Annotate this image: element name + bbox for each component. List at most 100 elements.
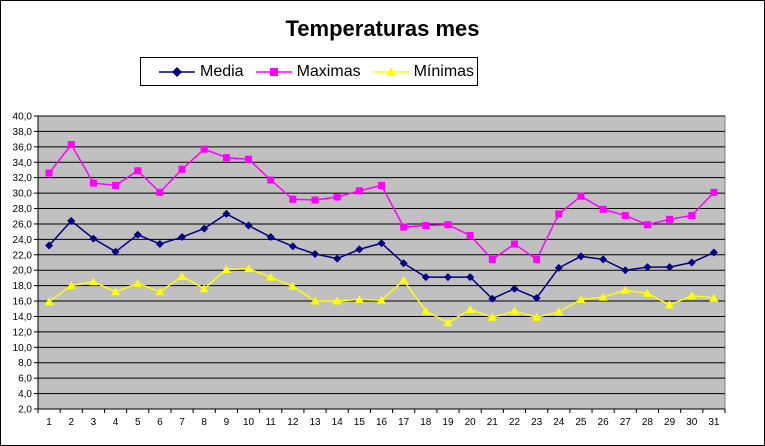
legend-item-minimas: Mínimas <box>372 62 475 81</box>
point-maximas <box>400 223 408 231</box>
point-maximas <box>488 255 496 263</box>
point-maximas <box>422 221 430 229</box>
y-tick-label: 24,0 <box>13 235 33 246</box>
point-maximas <box>466 232 474 240</box>
point-media <box>133 230 142 239</box>
point-media <box>576 252 585 261</box>
x-tick-label: 14 <box>332 417 344 428</box>
point-media <box>687 258 696 267</box>
legend-label-minimas: Mínimas <box>413 62 475 80</box>
point-minimas <box>620 285 630 294</box>
y-tick-label: 28,0 <box>13 204 33 215</box>
point-maximas <box>599 205 607 213</box>
point-minimas <box>288 281 298 290</box>
x-tick-label: 9 <box>224 417 230 428</box>
point-media <box>599 255 608 264</box>
x-tick-label: 30 <box>686 417 698 428</box>
point-minimas <box>532 312 542 321</box>
point-media <box>244 221 253 230</box>
x-tick-label: 1 <box>46 417 52 428</box>
x-tick-label: 17 <box>398 417 410 428</box>
point-maximas <box>355 187 363 195</box>
point-media <box>155 239 164 248</box>
point-minimas <box>443 318 453 327</box>
point-minimas <box>244 264 254 273</box>
point-minimas <box>199 284 209 293</box>
point-minimas <box>111 287 121 296</box>
point-media <box>488 294 497 303</box>
y-tick-label: 32,0 <box>13 173 33 184</box>
point-media <box>45 241 54 250</box>
point-minimas <box>642 288 652 297</box>
point-maximas <box>555 210 563 218</box>
y-tick-label: 4,0 <box>18 389 32 400</box>
x-tick-label: 6 <box>157 417 163 428</box>
point-media <box>266 233 275 242</box>
point-maximas <box>688 211 696 219</box>
x-tick-label: 23 <box>531 417 543 428</box>
y-tick-label: 14,0 <box>13 312 33 323</box>
point-media <box>421 273 430 282</box>
point-maximas <box>45 169 53 177</box>
x-tick-label: 8 <box>201 417 207 428</box>
point-minimas <box>354 295 364 304</box>
point-minimas <box>177 271 187 280</box>
point-maximas <box>533 255 541 263</box>
point-media <box>709 248 718 257</box>
point-media <box>355 245 364 254</box>
x-tick-label: 26 <box>598 417 610 428</box>
point-maximas <box>311 196 319 204</box>
chart-legend: Media Maximas Mínimas <box>140 57 478 86</box>
legend-swatch-minimas <box>372 66 409 76</box>
point-maximas <box>621 211 629 219</box>
point-media <box>288 242 297 251</box>
point-maximas <box>710 188 718 196</box>
point-media <box>554 263 563 272</box>
x-tick-label: 19 <box>442 417 454 428</box>
point-minimas <box>155 287 165 296</box>
point-minimas <box>332 296 342 305</box>
y-tick-label: 38,0 <box>13 127 33 138</box>
point-minimas <box>310 296 320 305</box>
x-tick-label: 24 <box>553 417 565 428</box>
legend-swatch-media <box>159 66 195 77</box>
y-tick-label: 40,0 <box>13 112 33 123</box>
x-tick-label: 20 <box>465 417 477 428</box>
point-maximas <box>245 155 253 163</box>
x-tick-label: 16 <box>376 417 388 428</box>
y-tick-label: 16,0 <box>13 297 33 308</box>
point-minimas <box>133 278 143 287</box>
point-maximas <box>577 192 585 200</box>
point-maximas <box>333 193 341 201</box>
point-media <box>333 254 342 263</box>
point-minimas <box>66 281 76 290</box>
x-tick-label: 31 <box>708 417 720 428</box>
x-tick-label: 28 <box>642 417 654 428</box>
plot-area <box>37 115 726 410</box>
point-media <box>311 250 320 259</box>
x-tick-label: 15 <box>354 417 366 428</box>
x-tick-label: 4 <box>113 417 119 428</box>
x-tick-label: 13 <box>309 417 321 428</box>
point-minimas <box>421 306 431 315</box>
point-media <box>665 263 674 272</box>
x-tick-label: 21 <box>487 417 499 428</box>
point-maximas <box>178 165 186 173</box>
point-maximas <box>89 179 97 187</box>
legend-label-maximas: Maximas <box>296 62 361 80</box>
point-media <box>67 216 76 225</box>
point-minimas <box>509 306 519 315</box>
point-maximas <box>289 195 297 203</box>
point-minimas <box>221 264 231 273</box>
x-tick-label: 25 <box>575 417 587 428</box>
x-tick-label: 27 <box>620 417 632 428</box>
point-media <box>200 224 209 233</box>
y-tick-label: 30,0 <box>13 189 33 200</box>
point-media <box>443 273 452 282</box>
point-media <box>178 233 187 242</box>
y-tick-label: 36,0 <box>13 142 33 153</box>
y-tick-label: 6,0 <box>18 374 32 385</box>
point-maximas <box>378 181 385 189</box>
y-tick-label: 18,0 <box>13 281 33 292</box>
y-tick-label: 22,0 <box>13 250 33 261</box>
